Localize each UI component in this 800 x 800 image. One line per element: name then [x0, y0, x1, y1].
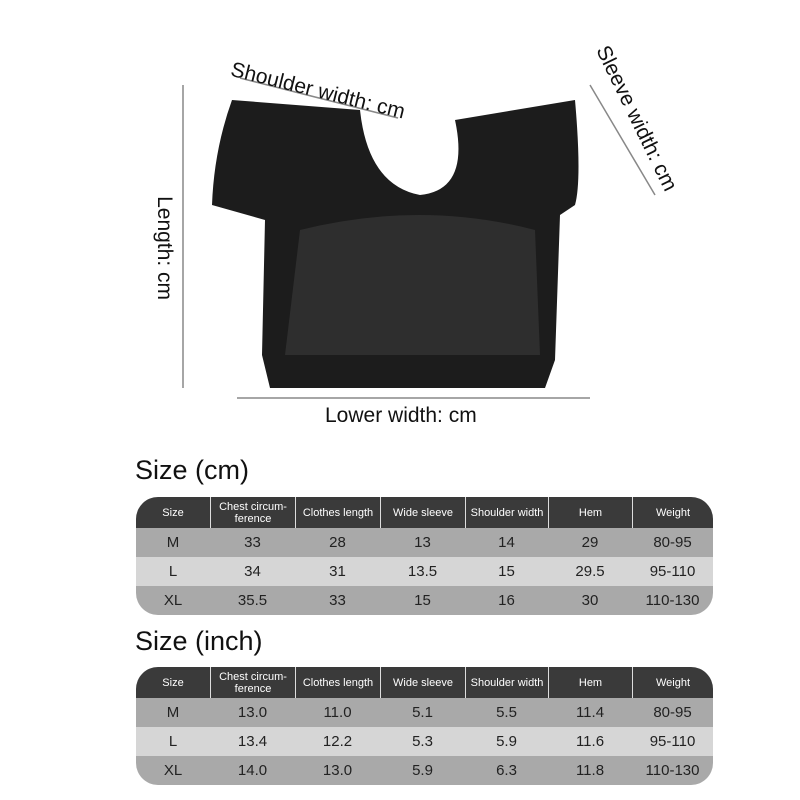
- cell: 95-110: [649, 733, 696, 750]
- shoulder-measure-line: [239, 77, 399, 119]
- table-header: Size Chest circum-ference Clothes length…: [136, 497, 713, 528]
- length-label: Length: cm: [152, 196, 176, 300]
- cell: 34: [244, 563, 261, 580]
- table-row: M 33 28 13 14 29 80-95: [136, 528, 713, 557]
- cell: 16: [498, 592, 515, 609]
- header-cell: Shoulder width: [465, 667, 548, 698]
- cell: 11.0: [323, 704, 352, 721]
- garment-diagram: [182, 77, 656, 399]
- cell: 13.0: [322, 762, 353, 779]
- header-cell: Wide sleeve: [380, 497, 465, 528]
- sleeve-measure-line: [589, 84, 656, 196]
- cell: 80-95: [653, 534, 692, 551]
- header-cell: Hem: [548, 497, 632, 528]
- cell: 5.1: [412, 704, 433, 721]
- cell: 33: [244, 534, 261, 551]
- cell: 13.4: [237, 733, 268, 750]
- cell: 95-110: [649, 563, 696, 580]
- cell: 31: [329, 563, 346, 580]
- cell: 29.5: [575, 563, 605, 580]
- cell: 11.4: [575, 704, 605, 721]
- header-cell: Weight: [632, 497, 713, 528]
- table-row: L 13.4 12.2 5.3 5.9 11.6 95-110: [136, 727, 713, 756]
- header-cell: Clothes length: [295, 667, 380, 698]
- cell: M: [166, 534, 180, 551]
- cell: 13.5: [407, 563, 438, 580]
- cell: 110-130: [645, 762, 700, 779]
- cell: L: [168, 563, 178, 580]
- lower-width-label: Lower width: cm: [325, 404, 477, 427]
- table-row: XL 14.0 13.0 5.9 6.3 11.8 110-130: [136, 756, 713, 785]
- cell: 5.3: [412, 733, 433, 750]
- cell: 6.3: [496, 762, 517, 779]
- cell: 110-130: [645, 592, 700, 609]
- cell: 14.0: [237, 762, 268, 779]
- table-row: L 34 31 13.5 15 29.5 95-110: [136, 557, 713, 586]
- cell: 28: [329, 534, 346, 551]
- header-cell: Wide sleeve: [380, 667, 465, 698]
- cell: 11.8: [575, 762, 605, 779]
- cell: XL: [163, 762, 183, 779]
- header-cell: Chest circum-ference: [210, 667, 295, 698]
- header-cell: Hem: [548, 667, 632, 698]
- cell: XL: [163, 592, 183, 609]
- cell: 5.5: [496, 704, 517, 721]
- cell: 29: [581, 534, 599, 551]
- header-cell: Weight: [632, 667, 713, 698]
- table-header: Size Chest circum-ference Clothes length…: [136, 667, 713, 698]
- cell: 80-95: [653, 704, 692, 721]
- cell: M: [166, 704, 180, 721]
- table-title-inch: Size (inch): [135, 626, 263, 656]
- header-cell: Clothes length: [295, 497, 380, 528]
- cell: 5.9: [412, 762, 433, 779]
- cell: 15: [498, 563, 515, 580]
- cell: 5.9: [496, 733, 517, 750]
- table-row: M 13.0 11.0 5.1 5.5 11.4 80-95: [136, 698, 713, 727]
- cell: 33: [329, 592, 346, 609]
- table-row: XL 35.5 33 15 16 30 110-130: [136, 586, 713, 615]
- header-cell: Chest circum-ference: [210, 497, 295, 528]
- cell: 11.6: [575, 733, 605, 750]
- cell: 14: [498, 534, 515, 551]
- cell: 35.5: [237, 592, 268, 609]
- cell: 13.0: [237, 704, 268, 721]
- cell: 12.2: [322, 733, 353, 750]
- size-table-cm: Size Chest circum-ference Clothes length…: [136, 497, 713, 615]
- header-cell: Shoulder width: [465, 497, 548, 528]
- cell: L: [168, 733, 178, 750]
- cell: 13: [414, 534, 431, 551]
- cell: 15: [414, 592, 431, 609]
- header-cell: Size: [162, 506, 184, 519]
- header-cell: Size: [162, 676, 184, 689]
- cell: 30: [581, 592, 599, 609]
- size-table-inch: Size Chest circum-ference Clothes length…: [136, 667, 713, 785]
- table-title-cm: Size (cm): [135, 455, 249, 485]
- length-label-text: Length: cm: [153, 196, 176, 300]
